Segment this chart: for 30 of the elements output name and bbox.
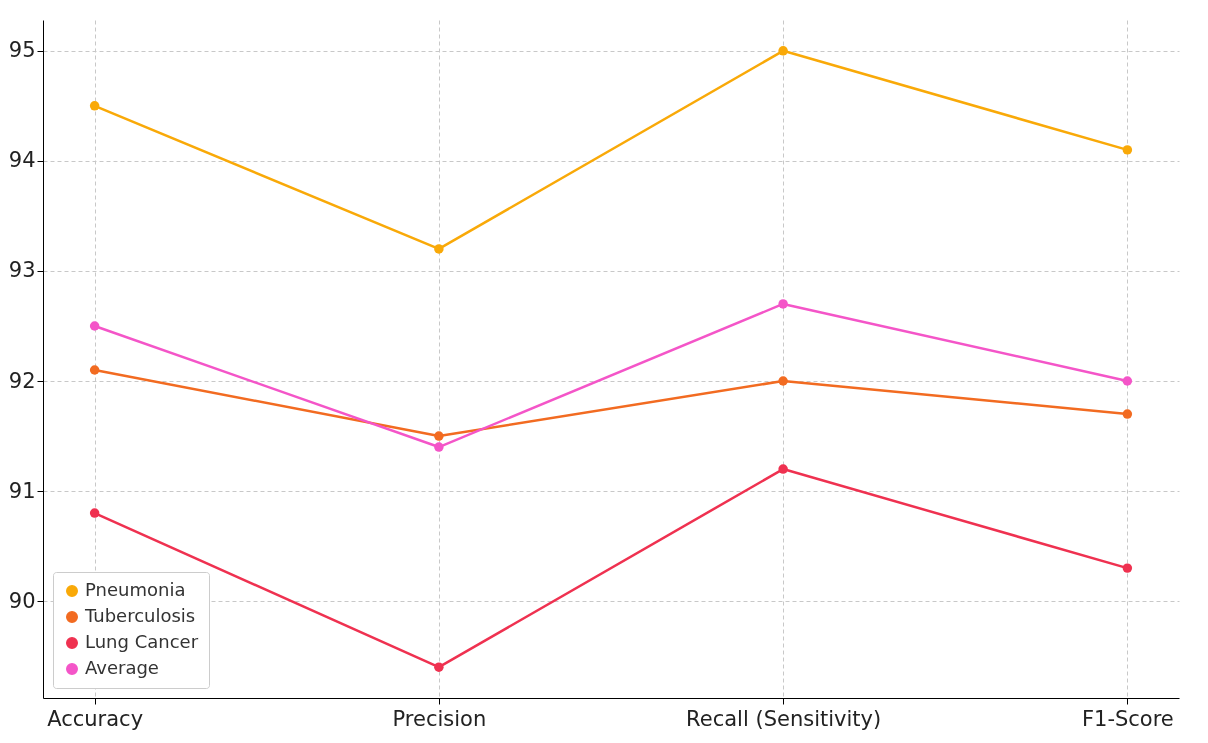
- point: [434, 662, 444, 672]
- point: [778, 299, 788, 309]
- x-tick-label: Recall (Sensitivity): [686, 706, 882, 731]
- point: [1122, 145, 1133, 155]
- point: [89, 321, 100, 331]
- y-tick-label: 94: [8, 148, 36, 173]
- legend-label: Pneumonia: [85, 579, 186, 600]
- legend-label: Tuberculosis: [84, 605, 196, 626]
- x-tick-label: F1-Score: [1081, 706, 1174, 731]
- point: [1122, 376, 1133, 386]
- x-tick-label: Precision: [392, 706, 487, 731]
- point: [89, 101, 100, 111]
- legend-label: Lung Cancer: [85, 631, 199, 652]
- y-tick-label: 95: [8, 38, 36, 63]
- point: [778, 46, 788, 56]
- point: [89, 365, 100, 375]
- y-tick-label: 91: [8, 478, 36, 503]
- y-tick-label: 92: [8, 368, 36, 393]
- point: [434, 244, 444, 254]
- x-tick-label: Accuracy: [47, 706, 144, 731]
- point: [778, 376, 788, 386]
- point: [434, 442, 444, 452]
- legend-label: Average: [85, 657, 159, 678]
- point: [1122, 563, 1133, 573]
- point: [1122, 409, 1133, 419]
- point: [778, 464, 788, 474]
- y-tick-label: 93: [8, 258, 36, 283]
- point: [89, 508, 100, 518]
- point: [434, 431, 444, 441]
- y-tick-label: 90: [8, 588, 36, 613]
